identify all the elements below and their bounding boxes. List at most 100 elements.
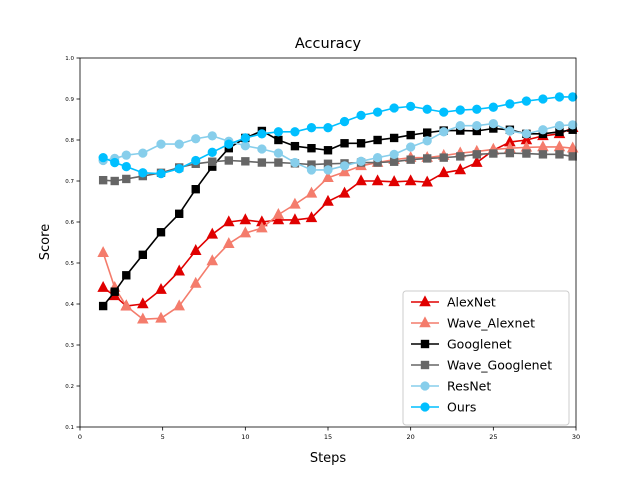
data-point [521, 96, 532, 106]
data-point [207, 147, 217, 157]
x-tick-label: 30 [572, 433, 580, 441]
data-point [338, 165, 351, 177]
legend-label: Wave_Alexnet [447, 316, 535, 331]
data-point [273, 127, 284, 137]
data-point [224, 156, 233, 165]
data-point [456, 152, 465, 161]
data-point [138, 148, 148, 158]
data-point [355, 174, 367, 186]
data-point [488, 102, 498, 112]
legend-marker [419, 295, 431, 307]
data-point [121, 162, 131, 172]
data-point [521, 129, 532, 139]
data-point [389, 133, 399, 143]
data-point [173, 264, 185, 276]
data-point [240, 133, 250, 143]
data-point [356, 156, 366, 166]
legend-entry: Googlenet [411, 337, 512, 352]
data-point [306, 123, 317, 133]
y-tick-label: 0.6 [65, 220, 74, 226]
data-point [338, 186, 351, 198]
legend-entry: AlexNet [411, 295, 496, 310]
data-point [406, 130, 415, 140]
data-point [98, 301, 108, 311]
data-point [505, 126, 515, 136]
data-point [356, 110, 366, 121]
data-point [439, 127, 449, 137]
data-point [138, 168, 148, 178]
data-point [455, 105, 465, 115]
data-point [439, 107, 449, 117]
data-point [389, 149, 399, 159]
data-point [272, 213, 285, 225]
data-point [389, 103, 399, 113]
data-point [423, 128, 432, 137]
data-point [323, 146, 333, 155]
data-point [137, 297, 149, 309]
data-point [155, 283, 167, 294]
data-point [372, 152, 383, 163]
data-point [305, 186, 318, 198]
data-point [406, 142, 416, 152]
data-point [566, 141, 579, 153]
data-point [274, 135, 283, 145]
data-point [272, 207, 285, 219]
data-point [257, 158, 267, 167]
y-tick-label: 0.2 [65, 384, 74, 390]
data-point [97, 246, 109, 258]
data-point [371, 174, 384, 186]
data-point [239, 226, 252, 238]
data-point [290, 127, 300, 137]
legend-label: AlexNet [447, 295, 496, 310]
data-point [406, 101, 416, 112]
data-point [206, 227, 219, 239]
series-googlenet [98, 124, 577, 311]
data-point [290, 157, 300, 168]
data-point [422, 136, 432, 146]
legend-marker [420, 339, 430, 349]
x-tick-label: 10 [241, 433, 249, 441]
data-point [454, 163, 467, 175]
legend-label: ResNet [447, 379, 491, 394]
data-point [207, 131, 217, 141]
data-point [322, 171, 334, 182]
legend-entry: Wave_Googlenet [411, 358, 552, 373]
data-point [489, 149, 498, 158]
data-point [174, 164, 184, 174]
y-axis-label: Score [38, 224, 53, 260]
data-point [455, 121, 465, 131]
plot-area: 0.1 0.2 0.3 0.4 0.5 0.6 0.7 0.8 0.9 1.0 0 5 10 15 20 25… [65, 56, 580, 441]
data-point [423, 154, 432, 163]
data-point [241, 157, 250, 166]
data-point [568, 152, 577, 161]
data-point [388, 175, 400, 187]
data-point [175, 209, 184, 218]
y-tick-label: 0.9 [65, 97, 74, 103]
data-point [289, 197, 301, 209]
chart-title: Accuracy [295, 36, 362, 52]
x-tick-label: 20 [407, 433, 415, 441]
data-point [554, 92, 565, 102]
data-point [191, 155, 201, 166]
legend-marker [420, 360, 430, 370]
data-point [373, 135, 382, 145]
data-point [122, 174, 131, 184]
data-point [488, 118, 498, 129]
x-tick-label: 25 [489, 433, 497, 441]
axes-frame [79, 57, 577, 428]
data-point [273, 148, 284, 158]
data-point [289, 213, 301, 225]
x-tick-label: 15 [324, 433, 332, 441]
legend-entry: ResNet [411, 379, 491, 394]
data-point [472, 121, 482, 131]
data-point [191, 134, 201, 144]
data-point [422, 104, 432, 114]
x-axis-label: Steps [310, 451, 347, 466]
data-point [223, 237, 235, 249]
y-tick-label: 1.0 [65, 56, 74, 62]
data-point [239, 213, 252, 225]
data-point [404, 174, 417, 186]
data-point [522, 149, 531, 158]
data-point [323, 165, 333, 175]
